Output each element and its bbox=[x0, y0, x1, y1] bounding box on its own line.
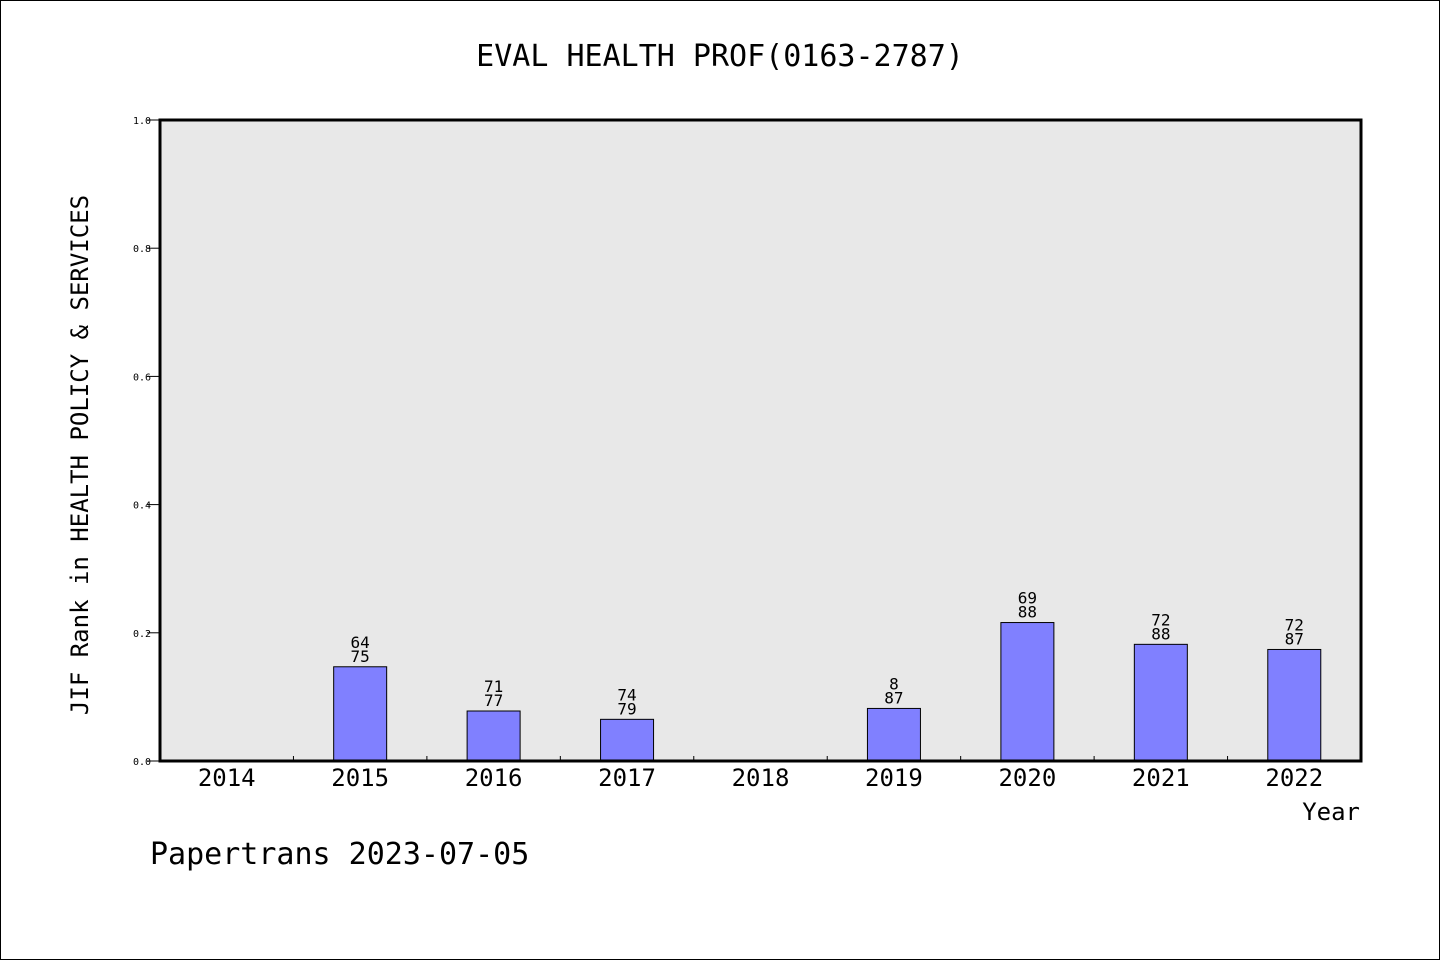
bar-rank-label: 8 bbox=[889, 674, 899, 693]
bars-group bbox=[333, 622, 1322, 762]
y-tick-label: 0.0 bbox=[133, 757, 151, 768]
x-tick-label: 2022 bbox=[1265, 764, 1323, 792]
bar-rank-label: 72 bbox=[1285, 615, 1304, 634]
bar bbox=[1000, 622, 1055, 762]
bar bbox=[1267, 648, 1322, 762]
x-tick-label: 2016 bbox=[465, 764, 523, 792]
plot-border bbox=[158, 118, 1363, 763]
y-axis-label: JIF Rank in HEALTH POLICY & SERVICES bbox=[66, 195, 94, 715]
bar-total-label: 77 bbox=[484, 691, 503, 710]
bar bbox=[866, 707, 921, 762]
x-tick-label: 2017 bbox=[598, 764, 656, 792]
chart-title: EVAL HEALTH PROF(0163-2787) bbox=[476, 39, 964, 74]
y-ticks-group: 0.0 0.2 0.4 0.6 0.8 1.0 bbox=[133, 116, 160, 768]
x-axis-label: Year bbox=[1302, 798, 1360, 826]
x-tick-label: 2019 bbox=[865, 764, 923, 792]
watermark-text: Papertrans 2023-07-05 bbox=[150, 837, 529, 872]
bar-rank-label: 74 bbox=[617, 685, 636, 704]
bar-total-label: 88 bbox=[1018, 603, 1037, 622]
bar bbox=[466, 710, 521, 762]
x-tick-label: 2014 bbox=[198, 764, 256, 792]
bar-rank-label: 64 bbox=[351, 633, 370, 652]
bar-rank-label: 72 bbox=[1151, 610, 1170, 629]
bar bbox=[1133, 643, 1188, 762]
bar-total-label: 87 bbox=[884, 688, 903, 707]
x-tick-label: 2020 bbox=[998, 764, 1056, 792]
bar-total-label: 79 bbox=[617, 699, 636, 718]
x-ticks-group: 2014 2015 2016 2017 2018 2019 2020 2021 2022 bbox=[198, 756, 1323, 792]
bar-rank-label: 69 bbox=[1018, 589, 1037, 608]
bar bbox=[600, 718, 655, 762]
y-tick-label: 0.4 bbox=[133, 501, 151, 512]
x-tick-label: 2015 bbox=[331, 764, 389, 792]
y-tick-label: 0.2 bbox=[133, 629, 151, 640]
y-tick-label: 0.6 bbox=[133, 372, 151, 383]
bar-total-label: 87 bbox=[1285, 629, 1304, 648]
x-tick-label: 2018 bbox=[732, 764, 790, 792]
bar-rank-label: 71 bbox=[484, 677, 503, 696]
bar-total-label: 75 bbox=[351, 647, 370, 666]
x-tick-label: 2021 bbox=[1132, 764, 1190, 792]
bar-total-label: 88 bbox=[1151, 624, 1170, 643]
y-tick-label: 0.8 bbox=[133, 244, 151, 255]
bar bbox=[333, 666, 388, 762]
y-tick-label: 1.0 bbox=[133, 116, 151, 127]
